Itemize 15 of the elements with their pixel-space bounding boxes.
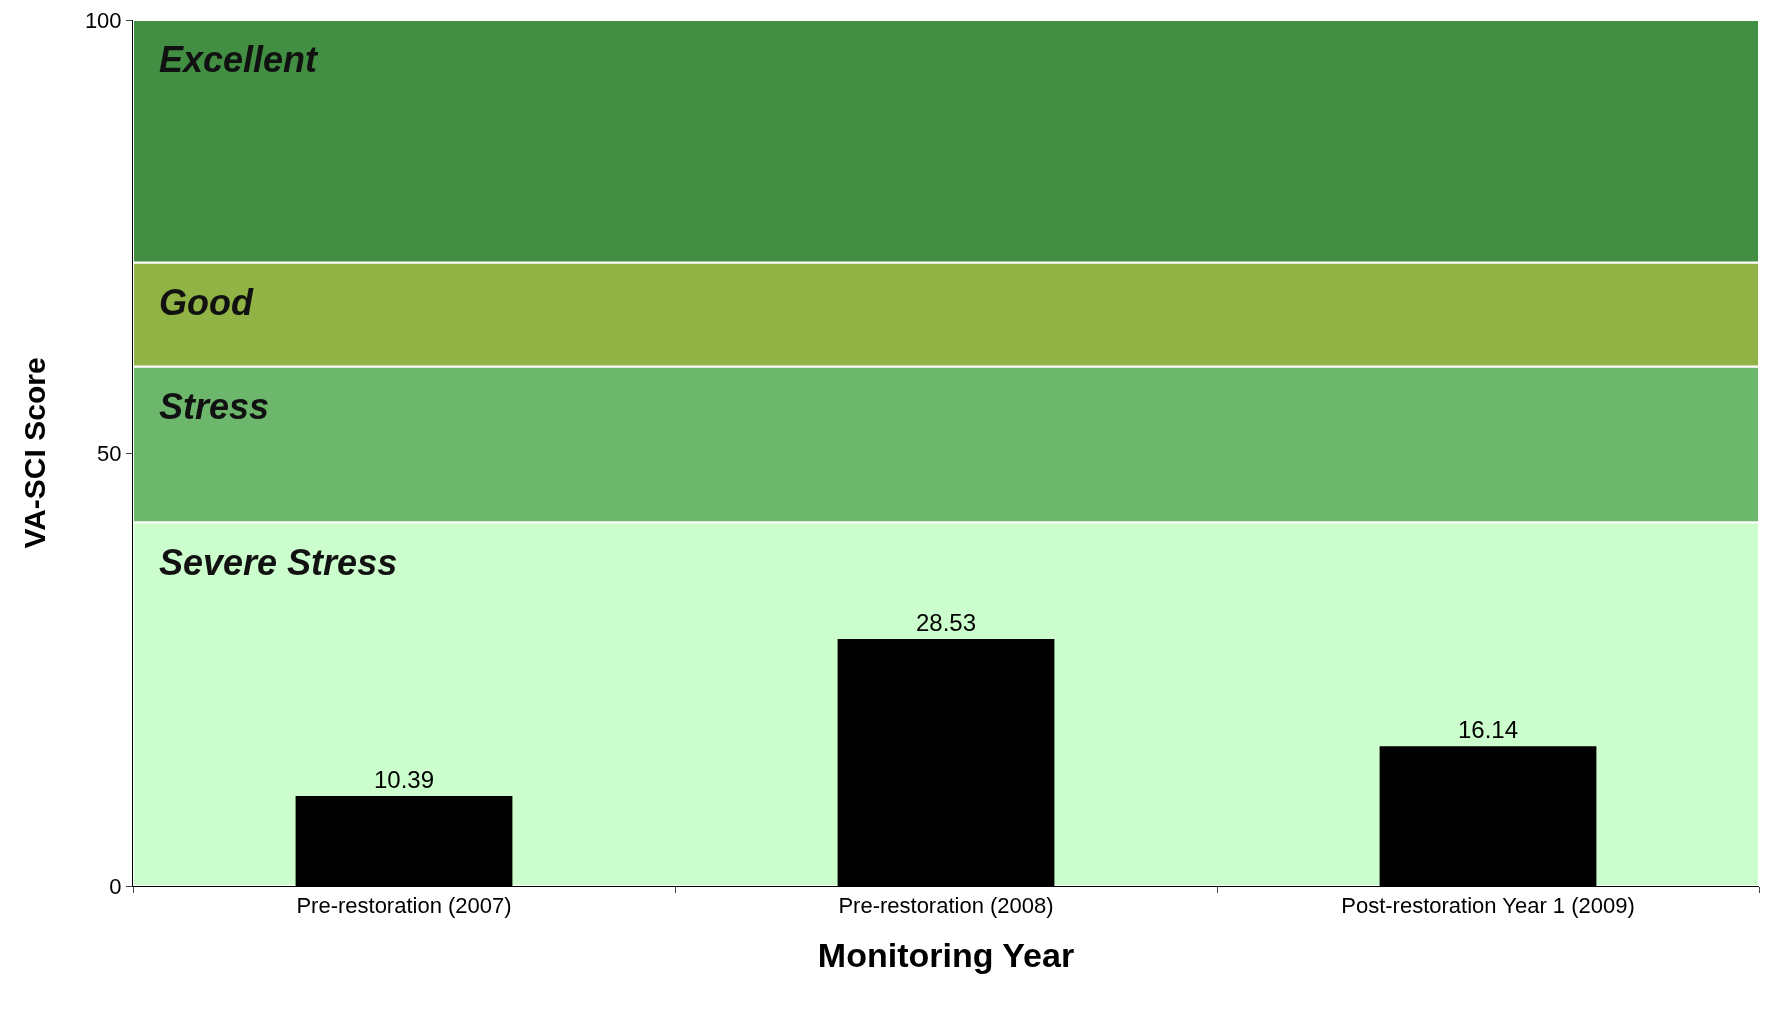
band-label: Severe Stress [159,542,398,583]
x-tick-label: Pre-restoration (2007) [296,893,512,919]
x-axis-title: Monitoring Year [817,935,1075,974]
data-label: 10.39 [373,766,435,794]
x-tick-label: Post-restoration Year 1 (2009) [1341,893,1635,919]
band-label: Excellent [159,39,320,80]
y-axis-title: VA-SCI Score [17,357,51,549]
y-tick-label: 0 [109,873,122,899]
y-tick-label: 50 [97,440,122,466]
x-tick-label: Pre-restoration (2008) [838,893,1054,919]
band-label: Good [159,282,254,323]
data-label: 28.53 [915,608,977,636]
band-label: Stress [159,386,270,427]
y-tick-label: 100 [84,7,122,33]
data-label: 16.14 [1457,716,1519,744]
